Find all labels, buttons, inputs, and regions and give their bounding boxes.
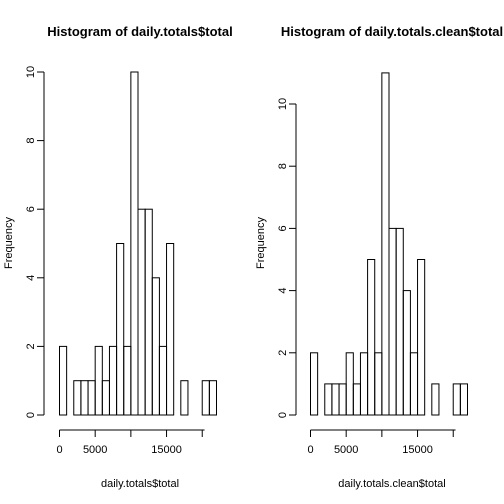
histogram-bar <box>331 383 340 416</box>
y-tick-label: 6 <box>277 225 289 231</box>
histogram-bar <box>352 383 361 416</box>
histogram-bar <box>208 380 217 416</box>
x-axis-label: daily.totals.clean$total <box>338 478 445 490</box>
y-axis-label: Frequency <box>255 217 267 269</box>
histogram-bar <box>367 259 376 416</box>
chart-title: Histogram of daily.totals.clean$total <box>281 24 503 39</box>
x-tick-label: 5000 <box>334 444 358 456</box>
histogram-bar <box>459 383 469 416</box>
histogram-bar <box>166 243 175 416</box>
y-tick-label: 6 <box>25 206 37 212</box>
x-axis-label: daily.totals$total <box>101 478 179 490</box>
y-tick-label: 10 <box>277 98 289 110</box>
y-axis-label: Frequency <box>3 217 15 269</box>
chart-title: Histogram of daily.totals$total <box>47 24 232 39</box>
y-axis: 0 2 4 6 8 10 <box>25 66 45 418</box>
x-axis: 0 5000 15000 <box>56 429 205 456</box>
x-tick-label: 0 <box>56 444 62 456</box>
x-tick-label: 15000 <box>151 444 182 456</box>
histogram-panel-daily-totals-clean: Histogram of daily.totals.clean$total da… <box>255 24 503 490</box>
histogram-bar <box>94 345 103 416</box>
histogram-bar <box>359 352 369 416</box>
histogram-bar <box>338 383 347 416</box>
y-tick-label: 8 <box>25 138 37 144</box>
histogram-bar <box>395 227 404 416</box>
y-tick-label: 2 <box>25 343 37 349</box>
histogram-bar <box>158 345 168 416</box>
histogram-bar <box>409 352 419 416</box>
histogram-bar <box>116 243 125 416</box>
histogram-bar <box>201 380 210 416</box>
histogram-bar <box>310 352 319 416</box>
histogram-bar <box>431 383 440 416</box>
histogram-bar <box>73 380 82 416</box>
histogram-bar <box>452 383 461 416</box>
y-tick-label: 0 <box>25 412 37 418</box>
histogram-bar <box>324 383 333 416</box>
histogram-bar <box>402 290 411 416</box>
y-tick-label: 10 <box>25 66 37 78</box>
histogram-bar <box>87 380 96 416</box>
histogram-bar <box>59 345 68 416</box>
x-tick-label: 0 <box>307 444 313 456</box>
x-axis: 0 5000 15000 <box>307 429 456 456</box>
histogram-bar <box>388 227 397 416</box>
x-tick-label: 5000 <box>83 444 107 456</box>
histogram-bars <box>310 72 469 416</box>
y-tick-label: 2 <box>277 350 289 356</box>
y-tick-label: 0 <box>277 412 289 418</box>
histogram-bar <box>80 380 89 416</box>
histogram-bar <box>151 277 160 416</box>
histogram-bars <box>59 71 217 416</box>
histogram-bar <box>130 71 139 416</box>
histogram-bar <box>180 380 189 416</box>
x-tick-label: 15000 <box>402 444 433 456</box>
y-tick-label: 4 <box>277 288 289 294</box>
histogram-bar <box>108 345 118 416</box>
histogram-bar <box>137 208 146 416</box>
histogram-bar <box>417 259 426 416</box>
y-tick-label: 4 <box>25 275 37 281</box>
histogram-bar <box>101 380 110 416</box>
histogram-bar <box>374 352 383 416</box>
histogram-bar <box>381 72 390 416</box>
y-axis: 0 2 4 6 8 10 <box>277 98 297 418</box>
histogram-panel-daily-totals: Histogram of daily.totals$total daily.to… <box>3 24 233 490</box>
histogram-bar <box>123 345 132 416</box>
histogram-bar <box>144 208 153 416</box>
histogram-bar <box>345 352 354 416</box>
y-tick-label: 8 <box>277 163 289 169</box>
